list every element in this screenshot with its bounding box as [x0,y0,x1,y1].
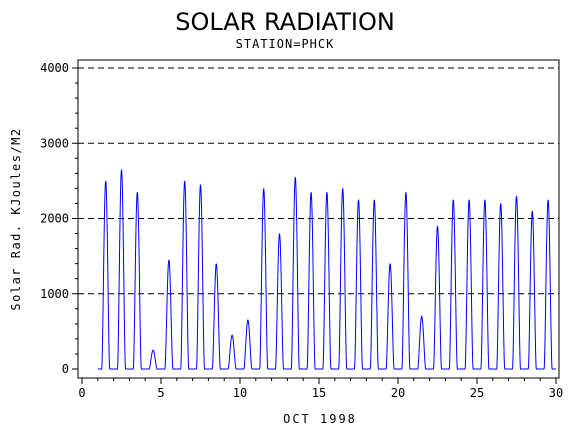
x-tick-label: 20 [391,386,405,400]
chart-title: SOLAR RADIATION [175,8,395,36]
y-tick-label: 2000 [40,212,69,226]
plot-border [77,59,560,379]
y-axis-label: Solar Rad. KJoules/M2 [9,127,23,310]
grid-lines [78,67,559,295]
x-tick-label: 5 [157,386,164,400]
x-tick-label: 25 [470,386,484,400]
x-tick-label: 15 [312,386,326,400]
data-series [97,169,556,370]
x-tick-label: 10 [233,386,247,400]
y-tick-label: 3000 [40,136,69,150]
x-axis-label: OCT 1998 [283,412,357,426]
y-tick-label: 4000 [40,61,69,75]
y-axis: 0 1000 2000 3000 4000 [40,61,78,376]
x-tick-label: 30 [549,386,563,400]
chart-subtitle: STATION=PHCK [236,37,335,51]
y-tick-label: 0 [62,362,69,376]
plot-frame [77,59,560,379]
x-axis: 0 5 10 15 20 25 30 [78,378,563,400]
y-tick-label: 1000 [40,287,69,301]
x-tick-label: 0 [78,386,85,400]
radiation-line [97,169,556,370]
